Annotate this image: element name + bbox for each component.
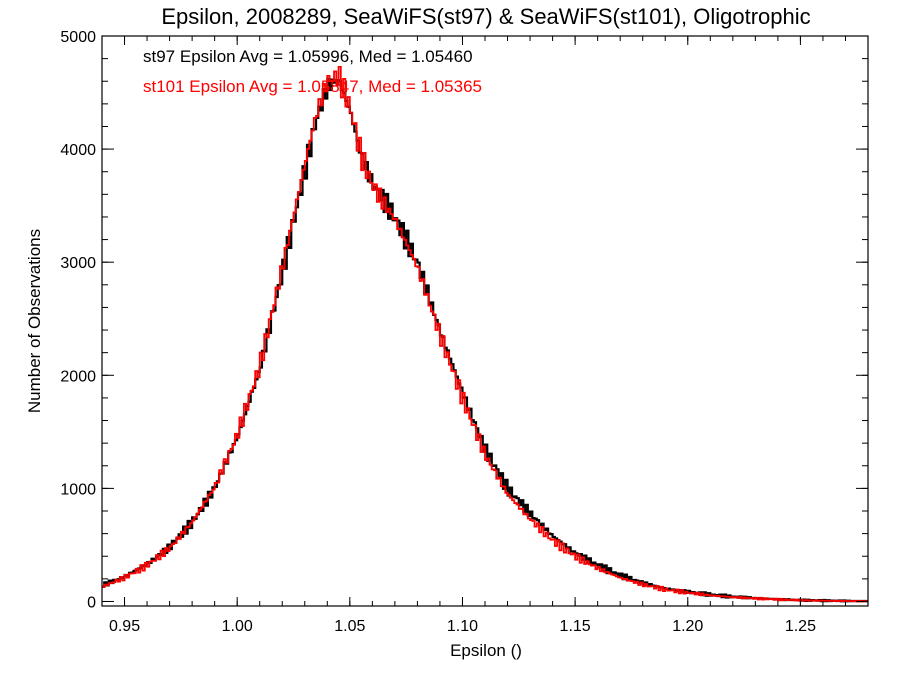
x-tick-label: 1.00: [222, 618, 253, 635]
y-tick-label: 5000: [60, 29, 96, 46]
x-tick-label: 1.20: [672, 618, 703, 635]
x-axis: 0.95 1.00 1.05 1.10 1.15 1.20 1.25: [101, 36, 869, 635]
x-tick-label: 1.15: [560, 618, 591, 635]
y-tick-label: 2000: [60, 368, 96, 385]
annotation-st101: st101 Epsilon Avg = 1.05847, Med = 1.053…: [143, 77, 482, 96]
chart-title: Epsilon, 2008289, SeaWiFS(st97) & SeaWiF…: [161, 4, 810, 29]
y-tick-label: 0: [87, 594, 96, 611]
series-line-st97: [102, 77, 868, 603]
y-tick-label: 1000: [60, 481, 96, 498]
x-axis-label: Epsilon (): [450, 641, 522, 660]
plot-frame: [101, 35, 869, 607]
y-axis: 0 1000 2000 3000 4000 5000: [60, 29, 868, 611]
series-layer: [102, 65, 868, 603]
x-tick-label: 1.05: [334, 618, 365, 635]
y-tick-label: 4000: [60, 142, 96, 159]
x-tick-label: 1.25: [785, 618, 816, 635]
annotation-st97: st97 Epsilon Avg = 1.05996, Med = 1.0546…: [143, 47, 473, 66]
x-tick-label: 1.10: [447, 618, 478, 635]
y-axis-label: Number of Observations: [25, 229, 44, 413]
x-tick-label: 0.95: [109, 618, 140, 635]
y-tick-label: 3000: [60, 255, 96, 272]
series-line-st101: [102, 65, 868, 603]
